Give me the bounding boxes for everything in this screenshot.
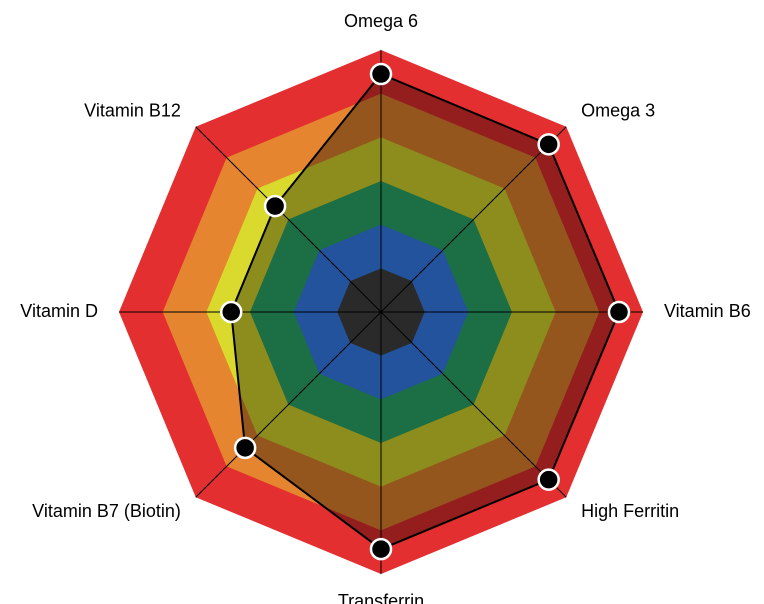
- spoke: [195, 126, 382, 313]
- axis-label: Vitamin B7 (Biotin): [32, 501, 181, 521]
- axis-label: Vitamin B12: [84, 101, 181, 121]
- axis-label: Omega 3: [581, 101, 655, 121]
- spoke: [380, 311, 567, 498]
- spoke: [195, 311, 382, 498]
- axis-label: High Ferritin: [581, 501, 679, 521]
- data-point: [219, 300, 243, 324]
- spoke: [380, 126, 567, 313]
- data-point: [369, 62, 393, 86]
- axis-label: Vitamin B6: [664, 301, 751, 321]
- data-point: [607, 300, 631, 324]
- data-point: [537, 133, 560, 156]
- data-point: [233, 436, 257, 460]
- data-point: [537, 468, 560, 491]
- axis-label: Vitamin D: [20, 301, 98, 321]
- data-point: [369, 537, 393, 561]
- data-point: [263, 194, 287, 218]
- axis-label: Omega 6: [344, 11, 418, 31]
- axis-label: Transferrin: [338, 591, 424, 604]
